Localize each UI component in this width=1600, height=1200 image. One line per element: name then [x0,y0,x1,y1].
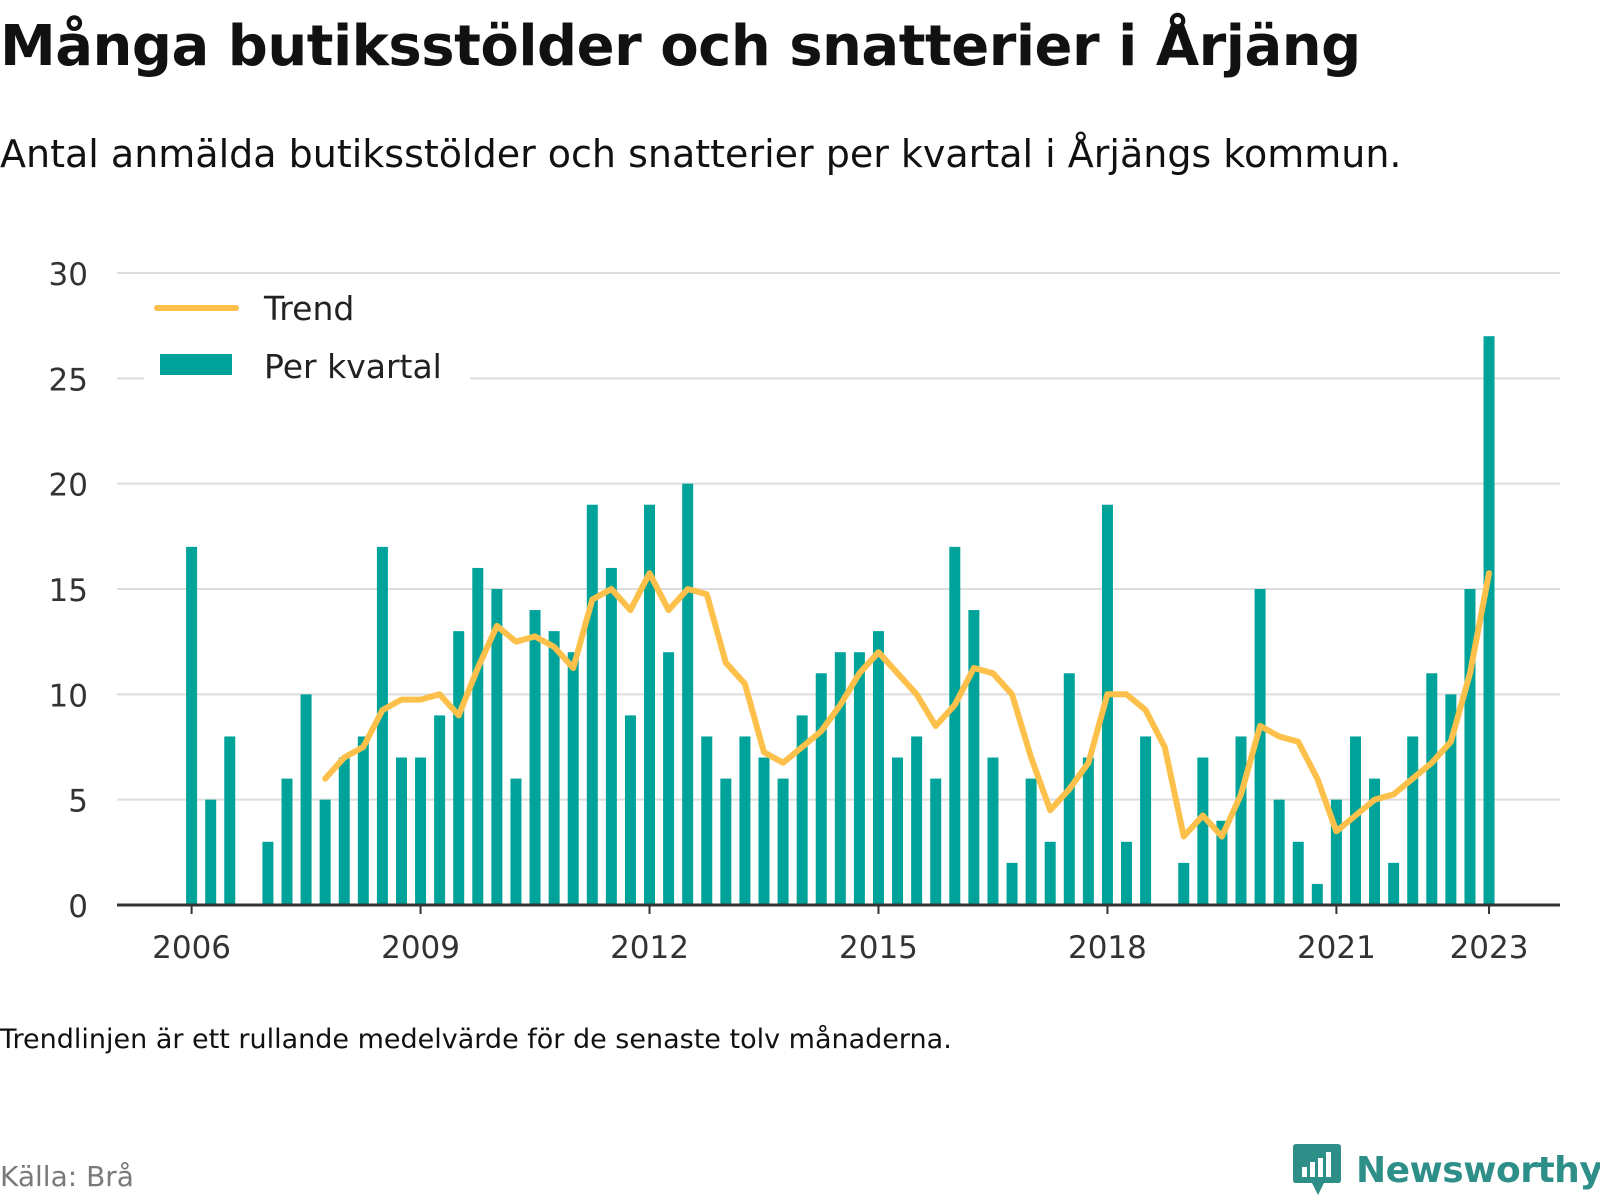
bar [796,715,808,905]
bar [758,757,770,905]
bar [548,631,560,905]
bar [186,546,198,905]
bar [224,736,236,905]
bar [415,757,427,905]
bar [644,504,656,905]
bar [853,652,865,905]
y-tick-label: 5 [68,784,88,820]
bar [682,483,694,905]
x-tick-label: 2021 [1297,930,1376,966]
brand-logo: Newsworthy [1292,1142,1600,1198]
newsworthy-logo-icon [1293,1144,1341,1195]
bar [1140,736,1152,905]
bar [1464,589,1476,905]
legend: Trend Per kvartal [144,278,470,396]
bar [1044,841,1056,905]
footnote: Trendlinjen är ett rullande medelvärde f… [0,1024,952,1055]
legend-background [144,278,470,396]
bar [1445,694,1457,905]
bar [319,799,331,905]
legend-trend-label: Trend [263,289,354,328]
bar [338,757,350,905]
y-tick-label: 0 [68,889,88,925]
bar [872,631,884,905]
bar [586,504,598,905]
bar [453,631,465,905]
x-tick-label: 2006 [152,930,231,966]
y-tick-label: 25 [49,362,88,398]
bar [205,799,217,905]
legend-bar-swatch [160,354,232,375]
bar [1311,883,1323,905]
bar [1178,862,1190,905]
brand-name: Newsworthy [1356,1149,1600,1191]
y-tick-label: 20 [49,468,88,504]
bar [376,546,388,905]
bar [1330,799,1342,905]
source-label: Källa: Brå [0,1160,134,1193]
bar [1388,862,1400,905]
bar [911,736,923,905]
bars-layer [186,336,1495,905]
bar [510,778,522,905]
bar [663,652,675,905]
bar [892,757,904,905]
y-tick-label: 15 [49,573,88,609]
bar [701,736,713,905]
x-tick-label: 2015 [839,930,918,966]
trend-line [322,570,1492,840]
bar [1426,673,1438,905]
bar [1369,778,1381,905]
x-tick-label: 2023 [1450,930,1529,966]
bar [624,715,636,905]
bar [815,673,827,905]
bar [1025,778,1037,905]
bar [1273,799,1285,905]
x-tick-label: 2018 [1068,930,1147,966]
bar [262,841,274,905]
bar [1254,589,1266,905]
bar [834,652,846,905]
bar [300,694,312,905]
chart: 0 5 10 15 20 25 30 2006 2009 2012 2015 2018 2021 202… [49,257,1560,966]
bar [968,610,980,905]
axis-layer: 2006 2009 2012 2015 2018 2021 2023 [117,903,1560,966]
bar [720,778,732,905]
bar [567,652,579,905]
bar [1197,757,1209,905]
bar [1235,736,1247,905]
bar [1006,862,1018,905]
bar [1349,736,1361,905]
bar [1121,841,1133,905]
bar [1082,757,1094,905]
trend-layer [322,570,1492,840]
bar [491,589,503,905]
bar [281,778,293,905]
bar [434,715,446,905]
y-tick-label: 10 [49,678,88,714]
bar [987,757,999,905]
grid-layer: 0 5 10 15 20 25 30 [49,257,1560,925]
bar [1483,336,1495,905]
bar [1292,841,1304,905]
legend-bar-label: Per kvartal [264,347,442,386]
bar [1216,820,1228,905]
bar [605,567,617,905]
bar [357,736,369,905]
bar [529,610,541,905]
chart-subtitle: Antal anmälda butiksstölder och snatteri… [0,132,1402,176]
bar [930,778,942,905]
bar [739,736,751,905]
x-tick-label: 2009 [381,930,460,966]
bar [395,757,407,905]
chart-title: Många butiksstölder och snatterier i Årj… [0,14,1361,79]
bar [472,567,484,905]
bar [1407,736,1419,905]
bar [949,546,961,905]
bar [777,778,789,905]
y-tick-label: 30 [49,257,88,293]
x-tick-label: 2012 [610,930,689,966]
